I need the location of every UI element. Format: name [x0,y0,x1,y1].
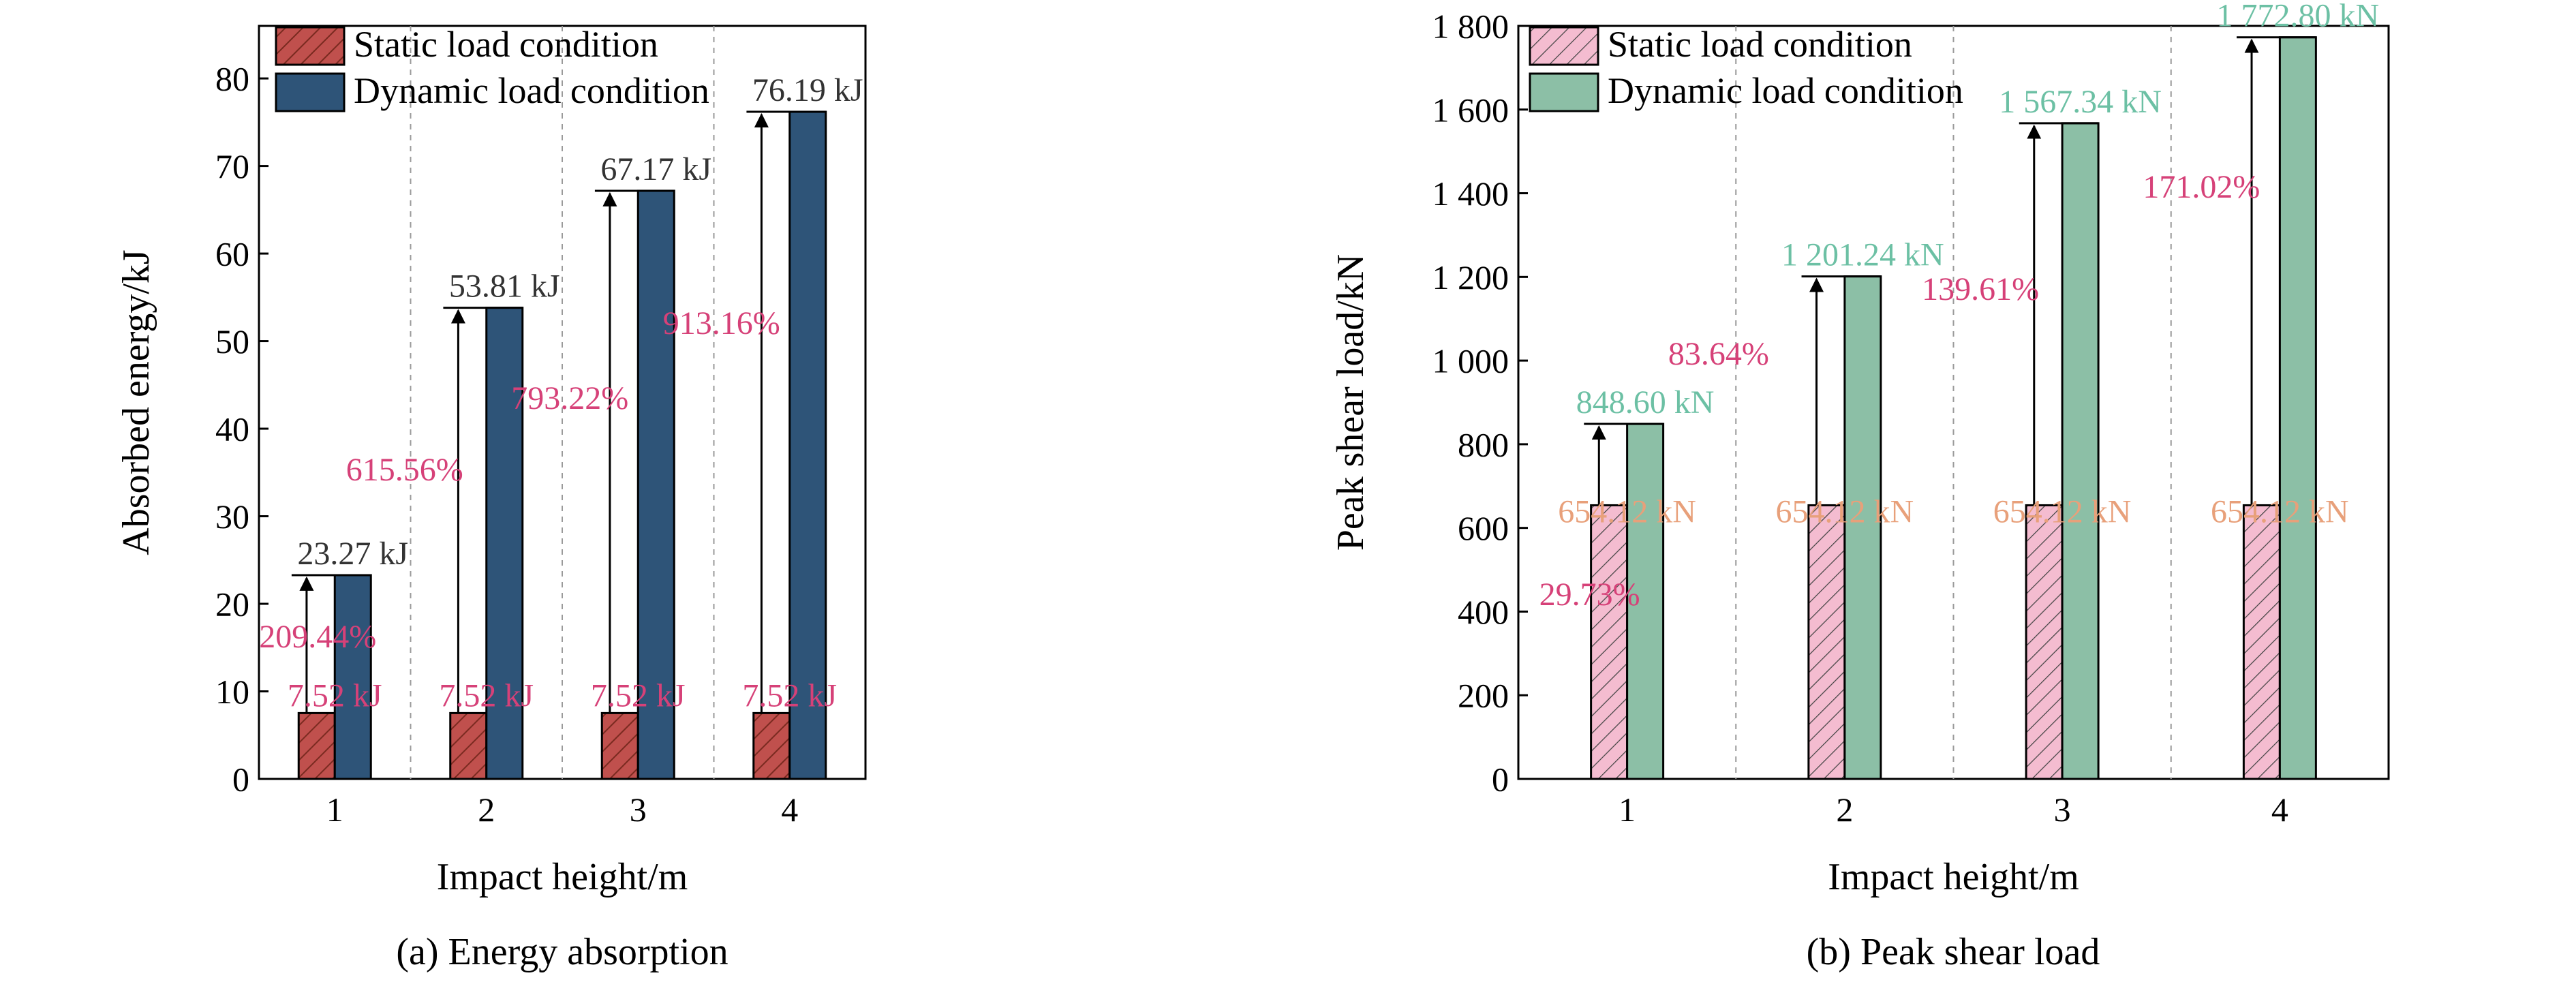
legend-label-dynamic: Dynamic load condition [1608,70,1963,111]
static-value-label: 7.52 kJ [591,677,686,714]
energy-absorption-panel: 0 10 20 30 40 50 60 70 80 1 2 3 4 Impact height/m Abso… [115,24,867,973]
peak-shear-load-panel: 0 200 400 600 800 1 000 1 200 1 400 1 600 1 800 1 2… [1330,0,2390,973]
y-tick-label: 1 400 [1432,174,1509,213]
y-tick-label: 1 800 [1432,7,1509,46]
static-value-label: 7.52 kJ [439,677,534,714]
dynamic-value-label: 67.17 kJ [600,151,711,187]
increase-percentage-label: 29.73% [1539,577,1640,613]
y-tick-label: 50 [215,322,249,360]
legend-swatch-static [275,26,346,66]
x-tick-label: 4 [2271,791,2288,829]
y-tick-label: 80 [215,60,249,98]
bar-static [2242,504,2281,780]
y-tick-label: 200 [1458,677,1509,715]
increase-percentage-label: 615.56% [346,452,463,488]
dynamic-value-label: 1 772.80 kN [2217,0,2380,34]
figure-caption: (a) Energy absorption [396,931,728,973]
static-value-label: 7.52 kJ [742,677,837,714]
y-tick-label: 1 000 [1432,342,1509,380]
dynamic-value-label: 1 567.34 kN [1999,84,2162,120]
y-tick-label: 600 [1458,509,1509,547]
y-axis-label: Absorbed energy/kJ [115,249,157,555]
x-tick-label: 3 [630,791,647,829]
increase-percentage-label: 139.61% [1922,271,2039,307]
y-tick-label: 1 600 [1432,91,1509,129]
static-value-label: 7.52 kJ [288,677,382,714]
legend-label-dynamic: Dynamic load condition [354,70,709,111]
y-tick-label: 800 [1458,425,1509,463]
x-tick-label: 1 [326,791,343,829]
y-tick-label: 10 [215,673,249,711]
x-axis-label: Impact height/m [437,856,688,898]
y-tick-label: 70 [215,147,249,185]
bar-dynamic [1626,423,1665,780]
static-value-label: 654.12 kN [1558,493,1696,530]
bar-dynamic [637,189,675,780]
increase-percentage-label: 171.02% [2143,169,2260,205]
increase-percentage-label: 913.16% [663,305,780,341]
dynamic-value-label: 76.19 kJ [752,72,863,108]
legend-swatch-dynamic [275,72,346,112]
static-value-label: 654.12 kN [1776,493,1914,530]
y-tick-label: 0 [1492,761,1509,799]
y-tick-label: 40 [215,410,249,448]
y-tick-label: 60 [215,235,249,273]
y-axis-label: Peak shear load/kN [1330,254,1372,551]
y-tick-label: 400 [1458,593,1509,631]
dynamic-value-label: 23.27 kJ [297,536,408,572]
legend-swatch-dynamic [1529,72,1599,112]
increase-percentage-label: 209.44% [259,619,376,655]
static-value-label: 654.12 kN [1993,493,2132,530]
bar-static [449,711,488,780]
bar-static [600,711,639,780]
bar-static [1807,504,1846,780]
dynamic-value-label: 1 201.24 kN [1781,237,1944,273]
y-tick-label: 1 200 [1432,258,1509,296]
bar-static [1590,504,1629,780]
increase-percentage-label: 83.64% [1668,336,1769,372]
bar-static [752,711,791,780]
legend-label-static: Static load condition [354,24,658,65]
x-tick-label: 2 [478,791,495,829]
static-value-label: 654.12 kN [2211,493,2349,530]
y-tick-label: 20 [215,585,249,624]
dynamic-value-label: 848.60 kN [1576,384,1715,420]
x-tick-label: 1 [1619,791,1636,829]
legend-label-static: Static load condition [1608,24,1912,65]
bar-dynamic [788,110,827,780]
x-tick-label: 3 [2054,791,2071,829]
bar-static [297,711,336,780]
legend-swatch-static [1529,26,1599,66]
increase-percentage-label: 793.22% [511,380,628,416]
x-tick-label: 4 [781,791,798,829]
bar-static [2025,504,2064,780]
bar-dynamic [2278,36,2317,780]
x-tick-label: 2 [1836,791,1853,829]
dynamic-value-label: 53.81 kJ [449,268,560,305]
x-axis-label: Impact height/m [1828,856,2079,898]
bar-dynamic [1843,275,1882,780]
y-tick-label: 30 [215,497,249,536]
bar-dynamic [2061,122,2100,780]
figure-caption: (b) Peak shear load [1807,931,2100,973]
y-tick-label: 0 [232,761,249,799]
